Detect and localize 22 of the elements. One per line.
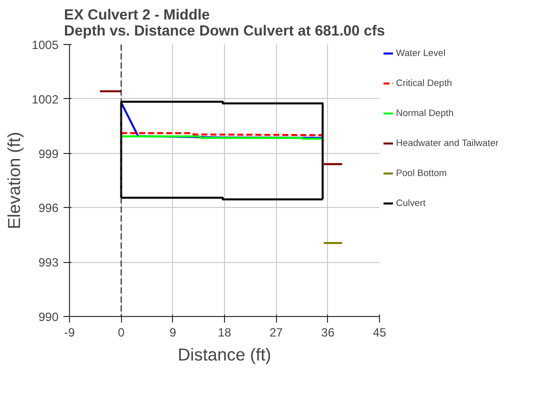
legend-label: Normal Depth — [396, 108, 454, 118]
y-axis-title: Elevation (ft) — [4, 132, 24, 230]
legend-label: Culvert — [396, 198, 426, 208]
y-tick-label: 993 — [38, 256, 59, 270]
x-tick-label: 9 — [169, 326, 176, 340]
y-tick-label: 999 — [38, 146, 59, 161]
x-tick-label: 45 — [372, 326, 386, 340]
legend-label: Critical Depth — [396, 78, 452, 88]
y-tick-label: 990 — [38, 310, 59, 324]
y-tick-label: 1005 — [32, 38, 59, 52]
x-tick-label: -9 — [64, 326, 76, 340]
legend-label: Pool Bottom — [396, 168, 447, 178]
x-tick-label: 0 — [118, 326, 125, 340]
y-tick-label: 996 — [38, 201, 59, 216]
x-tick-label: 27 — [269, 326, 284, 340]
x-tick-label: 18 — [218, 326, 232, 340]
y-tick-label: 1002 — [32, 92, 59, 106]
legend-label: Water Level — [396, 48, 446, 58]
legend-label: Headwater and Tailwater — [396, 138, 498, 148]
x-axis-title: Distance (ft) — [178, 344, 272, 364]
chart-title: EX Culvert 2 - Middle Depth vs. Distance Down Culvert at 681.00 cfs — [64, 8, 385, 40]
x-tick-label: 36 — [321, 326, 335, 340]
